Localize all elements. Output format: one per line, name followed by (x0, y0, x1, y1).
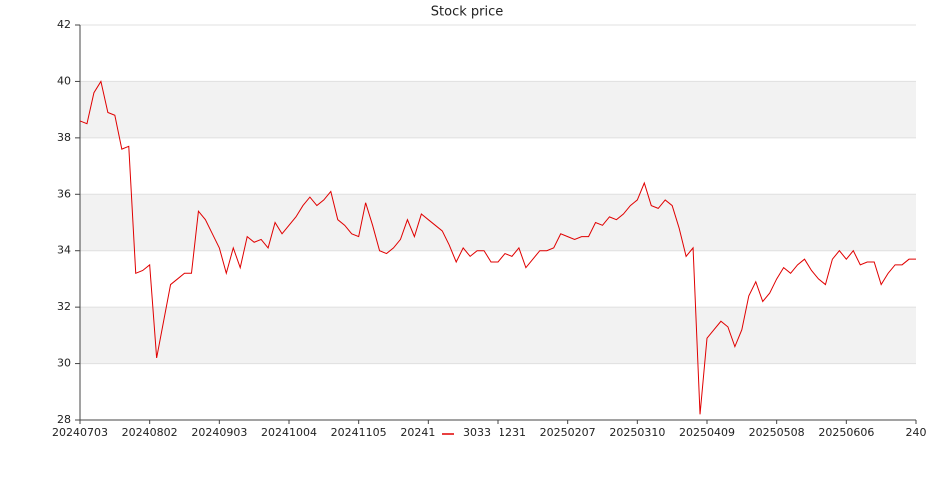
x-tick-label: 20240703 (52, 426, 108, 439)
x-tick-label: 20241004 (261, 426, 317, 439)
x-tick-label: 20250207 (540, 426, 596, 439)
grid-band (80, 194, 916, 251)
y-tick-label: 32 (57, 300, 71, 313)
y-tick-label: 36 (57, 187, 71, 200)
x-tick-label: 20240802 (122, 426, 178, 439)
x-tick-label: 20250606 (818, 426, 874, 439)
y-tick-label: 42 (57, 18, 71, 31)
y-tick-label: 30 (57, 357, 71, 370)
legend: 3033 (436, 424, 500, 442)
grid-band (80, 307, 916, 364)
x-tick-label: 20250310 (609, 426, 665, 439)
line-series (79, 80, 916, 415)
y-tick-label: 38 (57, 131, 71, 144)
y-tick-label: 34 (57, 244, 71, 257)
legend-box (436, 424, 500, 442)
grid-band (80, 81, 916, 138)
y-tick-label: 40 (57, 74, 71, 87)
x-tick-label: 20250409 (679, 426, 735, 439)
legend-label: 3033 (463, 426, 491, 439)
x-tick-label: 240 (906, 426, 927, 439)
y-tick-label: 28 (57, 413, 71, 426)
x-tick-label: 20240903 (191, 426, 247, 439)
x-tick-label: 20241105 (331, 426, 387, 439)
x-tick-label: 20250508 (749, 426, 805, 439)
chart-title: Stock price (431, 5, 503, 20)
